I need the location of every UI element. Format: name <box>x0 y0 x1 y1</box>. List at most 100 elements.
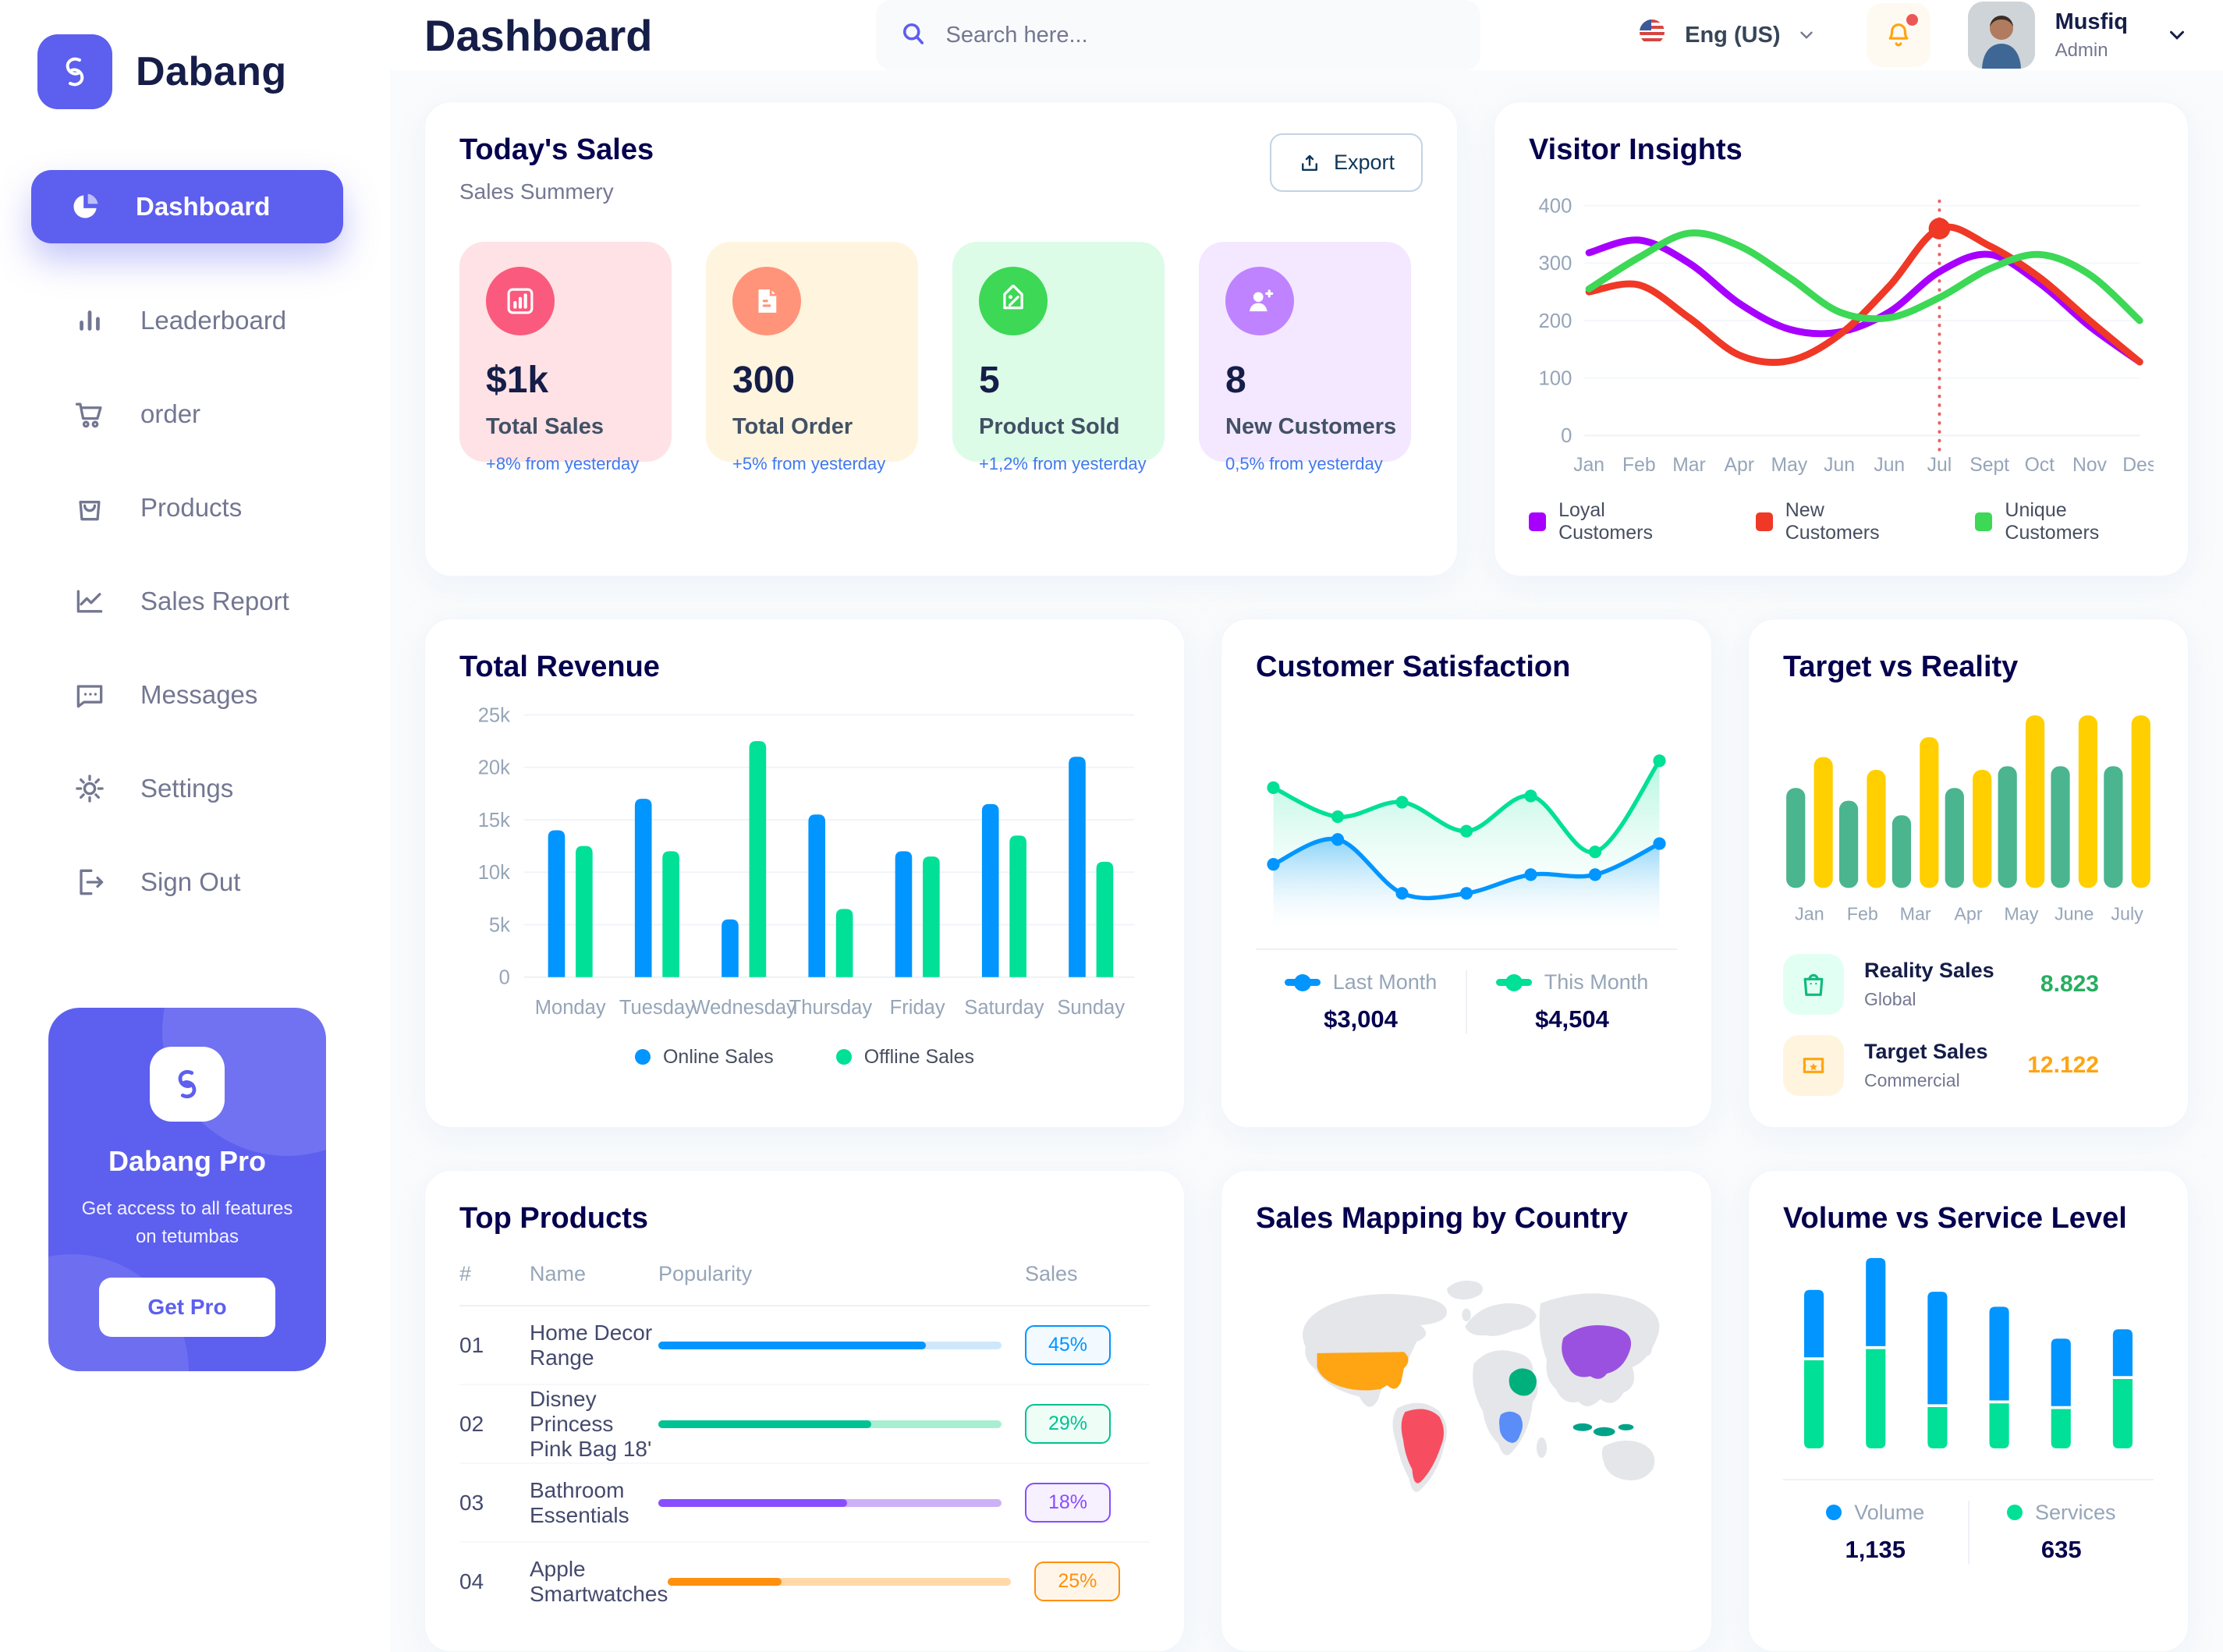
user-profile[interactable]: Musfiq Admin <box>1967 2 2189 69</box>
user-plus-icon <box>1225 267 1294 335</box>
sidebar: Dabang Dashboard Leaderboard order <box>0 0 390 1529</box>
chevron-down-icon <box>2170 30 2184 40</box>
popularity-bar <box>658 1498 1002 1507</box>
customer-satisfaction-panel: Customer Satisfaction Last Month $3,004 … <box>1221 618 1712 1129</box>
svg-text:0: 0 <box>1561 425 1572 447</box>
svg-text:Tuesday: Tuesday <box>619 997 695 1019</box>
ticket-icon <box>1783 1035 1844 1097</box>
user-role: Admin <box>2055 39 2108 61</box>
search-icon <box>899 19 927 51</box>
sidebar-item-messages[interactable]: Messages <box>31 658 343 732</box>
svg-text:Jan: Jan <box>1573 455 1604 476</box>
map-uk <box>1462 1309 1471 1322</box>
legend-last-month: Last Month $3,004 <box>1256 970 1466 1033</box>
svg-text:July: July <box>2111 903 2143 923</box>
language-selector[interactable]: Eng (US) <box>1635 15 1816 55</box>
sidebar-item-settings[interactable]: Settings <box>31 752 343 825</box>
sidebar-item-leaderboard[interactable]: Leaderboard <box>31 284 343 357</box>
sidebar-item-label: Dashboard <box>136 192 271 221</box>
visitor-insights-legend: Loyal Customers New Customers Unique Cus… <box>1529 499 2154 544</box>
map-dr-congo <box>1498 1412 1523 1444</box>
table-row: 01 Home Decor Range 45% <box>459 1306 1150 1386</box>
table-row: 03 Bathroom Essentials 18% <box>459 1464 1150 1544</box>
target-vs-reality-panel: Target vs Reality Jan Feb Mar Apr May June Jul… <box>1748 618 2189 1129</box>
svg-text:Nov: Nov <box>2072 455 2108 476</box>
stat-change: 0,5% from yesterday <box>1225 454 1383 473</box>
map-brazil <box>1401 1409 1444 1484</box>
panel-title: Customer Satisfaction <box>1256 650 1571 683</box>
volume-service-chart <box>1804 1258 2133 1449</box>
map-indonesia <box>1572 1423 1634 1437</box>
sidebar-item-label: Leaderboard <box>140 306 287 335</box>
customer-satisfaction-chart <box>1267 753 1666 935</box>
user-name: Musfiq <box>2055 9 2128 34</box>
bag-icon <box>1783 954 1844 1016</box>
notifications-button[interactable] <box>1866 3 1930 67</box>
stat-card-total-sales: $1k Total Sales +8% from yesterday <box>459 242 672 473</box>
legend-item: New Customers <box>1755 499 1913 544</box>
bar-chart-icon <box>72 303 108 339</box>
sidebar-item-sign-out[interactable]: Sign Out <box>31 845 343 919</box>
stat-label: Total Order <box>732 414 853 439</box>
svg-text:Jan: Jan <box>1795 903 1824 923</box>
map-united-states <box>1317 1352 1409 1391</box>
reality-sales-info: Reality Sales Global <box>1864 959 1994 1010</box>
map-australia <box>1601 1441 1655 1481</box>
tag-icon <box>979 267 1048 335</box>
product-name: Disney Princess Pink Bag 18' <box>530 1386 652 1461</box>
pie-chart-icon <box>67 189 103 225</box>
bar-stats-icon <box>486 267 555 335</box>
legend-services: Services 635 <box>1967 1500 2154 1564</box>
svg-text:100: 100 <box>1538 368 1572 390</box>
legend-item: Offline Sales <box>835 1046 974 1069</box>
target-vs-reality-chart: Jan Feb Mar Apr May June July <box>1786 714 2150 923</box>
sidebar-item-label: Sign Out <box>140 867 241 896</box>
sidebar-nav: Dashboard Leaderboard order Products <box>31 170 390 919</box>
svg-text:Oct: Oct <box>2025 455 2055 476</box>
svg-text:20k: 20k <box>478 757 510 778</box>
brand-name: Dabang <box>136 49 287 94</box>
language-label: Eng (US) <box>1685 22 1781 48</box>
gear-icon <box>72 771 108 807</box>
sidebar-item-order[interactable]: order <box>31 378 343 451</box>
dashboard-page: Dabang Dashboard Leaderboard order <box>0 0 2223 1529</box>
svg-text:0: 0 <box>499 966 510 988</box>
line-chart-icon <box>72 583 108 619</box>
sidebar-item-dashboard[interactable]: Dashboard <box>31 170 343 243</box>
panel-title: Top Products <box>459 1202 649 1235</box>
get-pro-button[interactable]: Get Pro <box>99 1278 275 1337</box>
stat-value: $1k <box>486 360 549 401</box>
legend-swatch <box>1755 512 1773 531</box>
search-input[interactable] <box>944 21 1457 49</box>
export-button[interactable]: Export <box>1269 133 1423 192</box>
stat-label: Total Sales <box>486 414 604 439</box>
panel-title: Target vs Reality <box>1783 650 2019 683</box>
legend-volume: Volume 1,135 <box>1783 1501 1968 1564</box>
sales-badge: 45% <box>1025 1325 1111 1366</box>
legend-swatch <box>1975 512 1993 531</box>
sales-badge: 29% <box>1025 1404 1111 1445</box>
map-greenland <box>1447 1281 1484 1300</box>
table-header: # Name Popularity Sales <box>459 1235 1150 1307</box>
pro-upgrade-card: Dabang Pro Get access to all features on… <box>48 1008 326 1371</box>
product-name: Bathroom Essentials <box>530 1477 629 1527</box>
svg-text:May: May <box>1771 455 1808 476</box>
stat-change: +5% from yesterday <box>732 454 886 473</box>
svg-text:200: 200 <box>1538 310 1572 332</box>
table-row: 02 Disney Princess Pink Bag 18' 29% <box>459 1385 1150 1465</box>
stat-value: 8 <box>1225 360 1246 401</box>
chevron-down-icon <box>1799 31 1813 39</box>
sidebar-item-sales-report[interactable]: Sales Report <box>31 565 343 638</box>
svg-text:Apr: Apr <box>1954 903 1982 923</box>
stat-card-product-sold: 5 Product Sold +1,2% from yesterday <box>952 242 1165 473</box>
volume-service-panel: Volume vs Service Level Volume 1,135 Ser… <box>1748 1170 2189 1652</box>
page-title: Dashboard <box>424 10 653 60</box>
volume-total: 1,135 <box>1845 1535 1906 1563</box>
legend-marker <box>1495 979 1532 987</box>
svg-text:Jun: Jun <box>1824 455 1855 476</box>
sidebar-item-products[interactable]: Products <box>31 471 343 544</box>
svg-text:Sunday: Sunday <box>1057 997 1125 1019</box>
stat-value: 5 <box>979 360 1000 401</box>
reality-sales-value: 8.823 <box>2040 971 2099 998</box>
sign-out-icon <box>72 864 108 900</box>
